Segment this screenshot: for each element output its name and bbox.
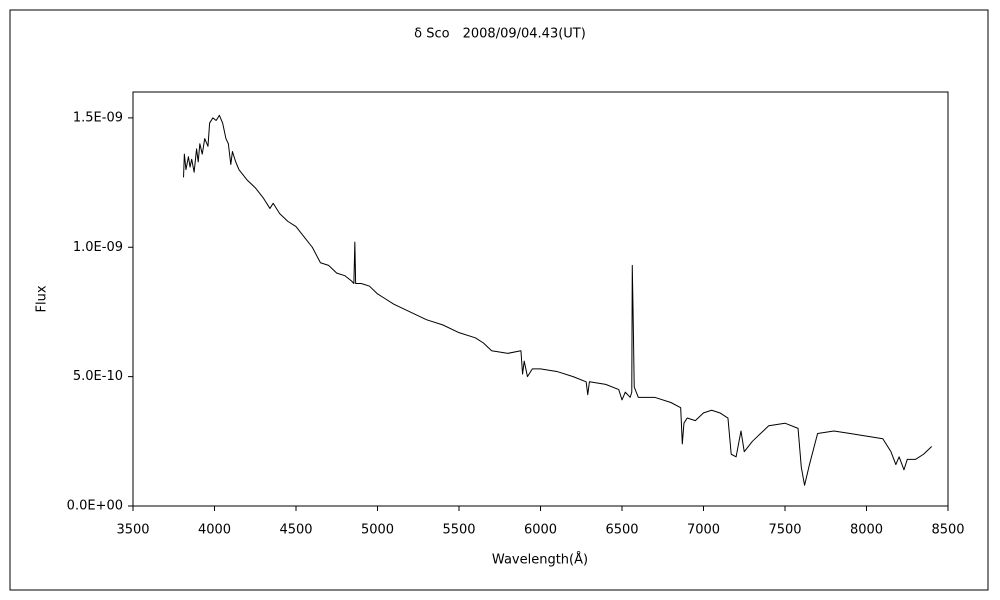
x-tick-label: 5000 <box>361 523 394 538</box>
y-axis-label: Flux <box>35 285 50 312</box>
x-tick-label: 8000 <box>850 523 883 538</box>
x-tick-label: 4500 <box>279 523 312 538</box>
chart-title: δ Sco 2008/09/04.43(UT) <box>414 27 586 42</box>
y-tick-label: 1.5E-09 <box>73 110 123 125</box>
spectrum-line <box>183 114 933 486</box>
x-tick-label: 4000 <box>198 523 231 538</box>
x-tick-label: 6500 <box>605 523 638 538</box>
chart-frame <box>9 9 989 591</box>
x-tick-label: 5500 <box>442 523 475 538</box>
y-tick-label: 5.0E-10 <box>73 369 123 384</box>
x-axis-label: Wavelength(Å) <box>492 552 588 568</box>
y-tick-label: 1.0E-09 <box>73 240 123 255</box>
x-tick-label: 8500 <box>931 523 964 538</box>
x-tick-label: 7000 <box>687 523 720 538</box>
y-tick-label: 0.0E+00 <box>67 499 123 514</box>
x-tick-label: 6000 <box>524 523 557 538</box>
x-tick-label: 3500 <box>116 523 149 538</box>
x-tick-label: 7500 <box>768 523 801 538</box>
